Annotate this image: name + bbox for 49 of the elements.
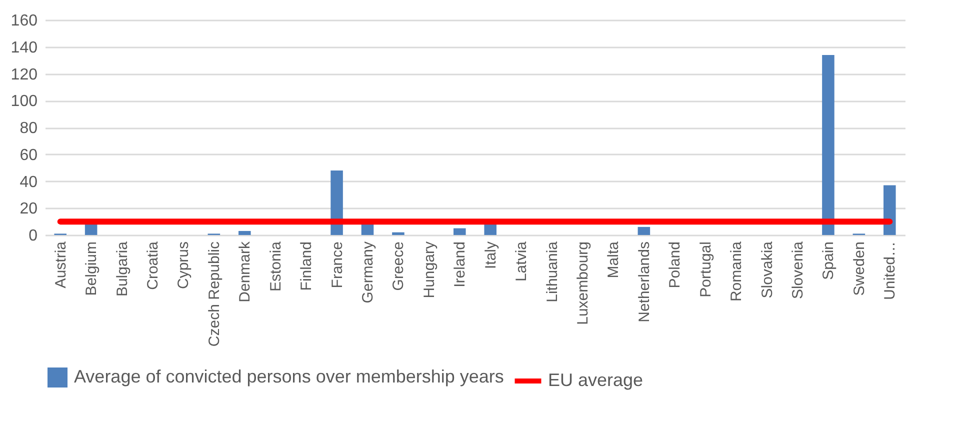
x-tick-label: Italy	[482, 241, 500, 270]
bar	[238, 230, 251, 235]
x-tick-label: Czech Republic	[206, 241, 223, 347]
x-tick-label: Estonia	[267, 240, 284, 292]
x-tick-label: United…	[882, 242, 899, 300]
x-tick-label: Slovakia	[758, 240, 776, 298]
x-tick-label: Malta	[605, 240, 622, 278]
x-tick-label: Belgium	[83, 242, 100, 296]
bar	[638, 226, 650, 235]
x-tick-label: Luxembourg	[574, 242, 592, 325]
bar	[822, 54, 834, 235]
x-tick-label: Croatia	[144, 240, 162, 290]
bar	[484, 224, 496, 235]
x-tick-label: Finland	[298, 242, 316, 291]
x-tick-label: Lithuania	[544, 240, 561, 302]
x-tick-label: Austria	[52, 240, 70, 288]
x-tick-label: Spain	[820, 242, 838, 280]
legend-label: EU average	[548, 370, 644, 390]
x-tick-label: Portugal	[697, 242, 714, 298]
x-tick-label: Germany	[360, 241, 376, 304]
bar	[454, 228, 466, 235]
x-tick-label: Greece	[390, 242, 408, 291]
x-tick-label: Denmark	[236, 241, 254, 302]
y-tick-label: 120	[10, 66, 38, 84]
x-tick-label: Hungary	[420, 241, 438, 298]
y-tick-label: 60	[20, 146, 38, 164]
x-tick-label: Netherlands	[636, 242, 653, 322]
legend-label: Average of convicted persons over membership years	[74, 366, 504, 386]
y-tick-label: 20	[20, 200, 38, 218]
x-tick-label: France	[328, 242, 346, 288]
x-tick-label: Cyprus	[175, 242, 192, 290]
y-tick-label: 160	[10, 12, 38, 30]
y-tick-label: 0	[28, 228, 38, 244]
bar	[330, 170, 343, 235]
x-tick-label: Ireland	[452, 242, 469, 288]
x-tick-label: Romania	[728, 240, 746, 302]
y-tick-label: 40	[20, 174, 38, 191]
x-tick-label: Slovenia	[790, 240, 806, 300]
bar	[884, 185, 896, 235]
x-tick-label: Bulgaria	[114, 240, 131, 297]
bar	[84, 224, 98, 235]
y-tick-label: 100	[10, 93, 38, 110]
x-tick-label: Poland	[666, 242, 684, 288]
bar	[392, 232, 404, 235]
x-tick-label: Sweden	[850, 242, 868, 296]
y-tick-label: 140	[10, 39, 38, 56]
y-tick-label: 80	[20, 120, 38, 137]
x-tick-label: Latvia	[513, 240, 530, 282]
bar	[361, 224, 374, 235]
